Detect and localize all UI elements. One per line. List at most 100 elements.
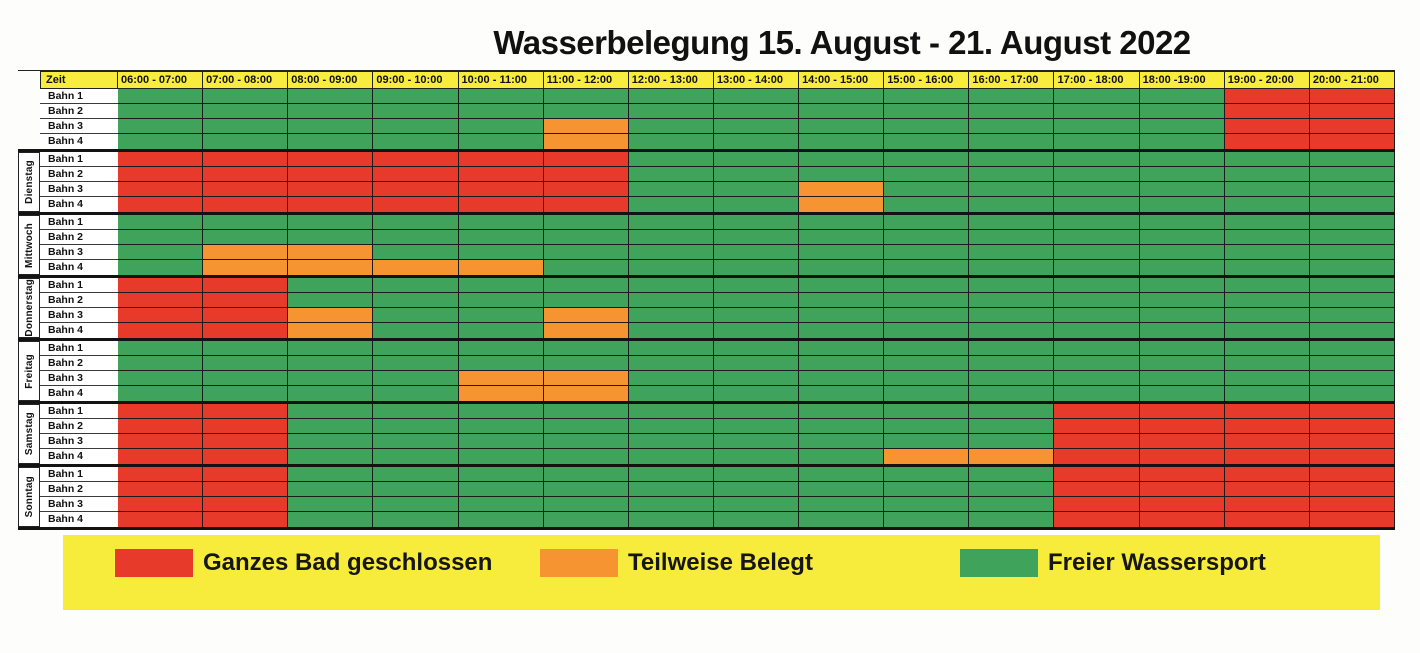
schedule-cell — [458, 278, 544, 293]
schedule-cell — [203, 197, 289, 212]
schedule-cell — [713, 260, 800, 275]
schedule-cell — [458, 89, 544, 104]
schedule-cell — [373, 341, 459, 356]
schedule-cell — [373, 497, 459, 512]
schedule-cell — [1309, 386, 1395, 401]
schedule-cell — [288, 167, 374, 182]
schedule-cell — [373, 293, 459, 308]
schedule-cell — [1139, 293, 1225, 308]
time-slot-header: 17:00 - 18:00 — [1054, 71, 1140, 89]
schedule-cell — [713, 449, 800, 464]
schedule-cell — [799, 371, 885, 386]
schedule-cell — [118, 386, 204, 401]
time-slot-header: 16:00 - 17:00 — [969, 71, 1055, 89]
schedule-cell — [288, 245, 374, 260]
schedule-cell — [203, 293, 289, 308]
lane-label: Bahn 4 — [40, 134, 118, 149]
schedule-cell — [288, 371, 374, 386]
schedule-cell — [1139, 497, 1225, 512]
header-row: Zeit 06:00 - 07:00 07:00 - 08:00 08:00 - 0… — [18, 71, 1395, 89]
lane-rows: Bahn 1 Bahn 2 Bahn 3 Bahn 4 — [40, 404, 1395, 464]
time-slot-header: 14:00 - 15:00 — [799, 71, 885, 89]
lane-label: Bahn 4 — [40, 197, 118, 212]
schedule-cell — [373, 119, 459, 134]
schedule-cell — [118, 356, 204, 371]
schedule-cell — [1309, 104, 1395, 119]
schedule-cell — [628, 386, 714, 401]
schedule-cell — [1309, 482, 1395, 497]
schedule-cell — [884, 293, 970, 308]
schedule-cell — [458, 449, 544, 464]
lane-row: Bahn 1 — [40, 341, 1395, 356]
schedule-cell — [969, 89, 1055, 104]
schedule-cell — [1224, 197, 1310, 212]
schedule-cell — [1139, 119, 1225, 134]
schedule-cell — [969, 512, 1055, 527]
schedule-cell — [1309, 341, 1395, 356]
schedule-cell — [203, 308, 289, 323]
schedule-cell — [713, 104, 800, 119]
schedule-cell — [458, 104, 544, 119]
schedule-cell — [118, 482, 204, 497]
schedule-cell — [203, 152, 289, 167]
schedule-cell — [1309, 404, 1395, 419]
schedule-cell — [969, 134, 1055, 149]
schedule-cell — [1309, 449, 1395, 464]
schedule-cell — [884, 386, 970, 401]
schedule-cell — [373, 182, 459, 197]
schedule-cell — [628, 230, 714, 245]
schedule-cell — [713, 323, 800, 338]
schedule-cell — [713, 245, 800, 260]
schedule-cell — [373, 230, 459, 245]
lane-label: Bahn 1 — [40, 404, 118, 419]
schedule-cell — [1224, 182, 1310, 197]
schedule-cell — [458, 230, 544, 245]
lane-row: Bahn 2 — [40, 293, 1395, 308]
schedule-cell — [1224, 260, 1310, 275]
schedule-cell — [1224, 341, 1310, 356]
lane-label: Bahn 4 — [40, 449, 118, 464]
schedule-cell — [628, 182, 714, 197]
schedule-cell — [884, 215, 970, 230]
lane-label: Bahn 2 — [40, 104, 118, 119]
schedule-cell — [628, 119, 714, 134]
schedule-cell — [118, 260, 204, 275]
schedule-cell — [118, 449, 204, 464]
schedule-cell — [1139, 449, 1225, 464]
schedule-cell — [118, 230, 204, 245]
schedule-cell — [1309, 419, 1395, 434]
schedule-cell — [1139, 419, 1225, 434]
schedule-cell — [1224, 230, 1310, 245]
schedule-cell — [288, 356, 374, 371]
schedule-cell — [1224, 449, 1310, 464]
schedule-cell — [1139, 167, 1225, 182]
schedule-cell — [713, 182, 800, 197]
schedule-cell — [203, 497, 289, 512]
corner-spacer — [18, 71, 40, 89]
schedule-cell — [713, 482, 800, 497]
schedule-cell — [1224, 467, 1310, 482]
schedule-cell — [288, 434, 374, 449]
schedule-cell — [1139, 434, 1225, 449]
lane-row: Bahn 2 — [40, 356, 1395, 371]
schedule-cell — [373, 419, 459, 434]
schedule-cell — [713, 356, 800, 371]
schedule-cell — [1309, 245, 1395, 260]
schedule-cell — [543, 371, 629, 386]
schedule-cell — [543, 404, 629, 419]
schedule-cell — [969, 371, 1055, 386]
schedule-cell — [118, 119, 204, 134]
schedule-cell — [1054, 260, 1140, 275]
schedule-cell — [1054, 512, 1140, 527]
schedule-cell — [884, 482, 970, 497]
time-slot-header: 20:00 - 21:00 — [1309, 71, 1395, 89]
schedule-cell — [628, 497, 714, 512]
schedule-cell — [118, 419, 204, 434]
schedule-cell — [458, 260, 544, 275]
schedule-cell — [713, 434, 800, 449]
schedule-cell — [1309, 89, 1395, 104]
schedule-cell — [713, 134, 800, 149]
schedule-cell — [1309, 119, 1395, 134]
schedule-cell — [203, 119, 289, 134]
